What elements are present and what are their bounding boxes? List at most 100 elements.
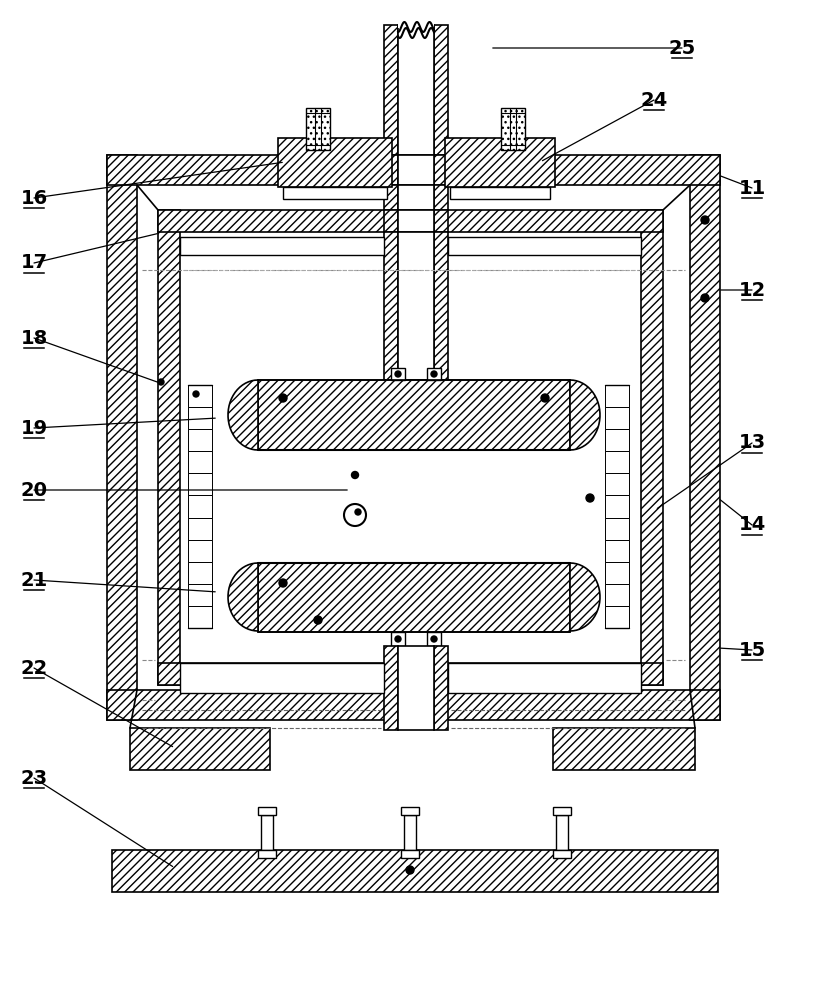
- Bar: [434, 646, 448, 730]
- Text: 12: 12: [739, 280, 765, 300]
- Circle shape: [431, 636, 437, 642]
- Bar: [605, 518, 629, 540]
- Bar: [188, 606, 212, 628]
- Bar: [384, 646, 398, 730]
- Bar: [188, 540, 212, 562]
- Bar: [553, 850, 571, 858]
- Bar: [605, 562, 629, 584]
- Circle shape: [701, 216, 709, 224]
- Circle shape: [586, 494, 594, 502]
- Bar: [427, 632, 441, 646]
- Circle shape: [395, 371, 401, 377]
- Bar: [107, 155, 720, 185]
- Bar: [391, 632, 405, 646]
- Bar: [401, 850, 419, 858]
- Circle shape: [355, 509, 361, 515]
- Bar: [107, 155, 137, 720]
- Bar: [553, 728, 695, 770]
- Bar: [258, 563, 570, 632]
- Circle shape: [314, 616, 322, 624]
- Circle shape: [701, 294, 709, 302]
- Bar: [107, 690, 720, 720]
- Bar: [158, 663, 663, 685]
- Bar: [605, 584, 629, 606]
- Bar: [434, 25, 448, 155]
- Bar: [391, 368, 405, 380]
- Bar: [188, 584, 212, 606]
- Bar: [188, 518, 212, 540]
- Bar: [448, 663, 641, 693]
- Text: 18: 18: [21, 328, 47, 348]
- Bar: [434, 232, 448, 380]
- Bar: [398, 646, 434, 730]
- Bar: [398, 232, 434, 380]
- Bar: [450, 187, 550, 199]
- Text: 25: 25: [668, 38, 696, 57]
- Bar: [188, 385, 212, 407]
- Circle shape: [158, 379, 164, 385]
- Polygon shape: [570, 563, 600, 632]
- Bar: [553, 807, 571, 815]
- Bar: [404, 815, 416, 850]
- Bar: [258, 380, 570, 450]
- Bar: [258, 807, 276, 815]
- Text: 17: 17: [21, 253, 47, 272]
- Bar: [188, 495, 212, 518]
- Bar: [306, 108, 330, 150]
- Text: 15: 15: [739, 641, 765, 660]
- Text: 16: 16: [21, 188, 47, 208]
- Bar: [427, 368, 441, 380]
- Bar: [690, 155, 720, 720]
- Bar: [283, 187, 387, 199]
- Circle shape: [352, 472, 358, 479]
- Bar: [445, 138, 555, 187]
- Circle shape: [406, 866, 414, 874]
- Circle shape: [541, 394, 549, 402]
- Bar: [434, 155, 448, 185]
- Polygon shape: [228, 380, 258, 450]
- Text: 14: 14: [739, 516, 765, 534]
- Bar: [434, 185, 448, 210]
- Polygon shape: [228, 563, 258, 632]
- Bar: [398, 210, 434, 232]
- Text: 23: 23: [21, 768, 47, 788]
- Bar: [188, 407, 212, 429]
- Circle shape: [193, 391, 199, 397]
- Bar: [501, 108, 525, 150]
- Bar: [605, 495, 629, 518]
- Bar: [605, 606, 629, 628]
- Bar: [158, 210, 180, 685]
- Bar: [605, 407, 629, 429]
- Circle shape: [279, 579, 287, 587]
- Circle shape: [344, 504, 366, 526]
- Bar: [188, 473, 212, 495]
- Bar: [384, 210, 398, 232]
- Circle shape: [395, 636, 401, 642]
- Bar: [384, 232, 398, 380]
- Circle shape: [279, 394, 287, 402]
- Bar: [112, 850, 718, 892]
- Circle shape: [431, 371, 437, 377]
- Text: 11: 11: [739, 178, 765, 198]
- Bar: [188, 429, 212, 451]
- Bar: [180, 663, 384, 693]
- Bar: [605, 429, 629, 451]
- Bar: [180, 237, 384, 255]
- Bar: [398, 155, 434, 185]
- Text: 13: 13: [739, 434, 765, 452]
- Bar: [188, 451, 212, 473]
- Bar: [158, 210, 663, 232]
- Text: 20: 20: [21, 481, 47, 499]
- Bar: [605, 540, 629, 562]
- Bar: [605, 385, 629, 407]
- Bar: [605, 473, 629, 495]
- Bar: [258, 850, 276, 858]
- Bar: [384, 155, 398, 185]
- Bar: [434, 210, 448, 232]
- Bar: [398, 185, 434, 210]
- Bar: [261, 815, 273, 850]
- Bar: [401, 807, 419, 815]
- Bar: [448, 237, 641, 255]
- Text: 24: 24: [641, 91, 667, 109]
- Text: 19: 19: [21, 418, 47, 438]
